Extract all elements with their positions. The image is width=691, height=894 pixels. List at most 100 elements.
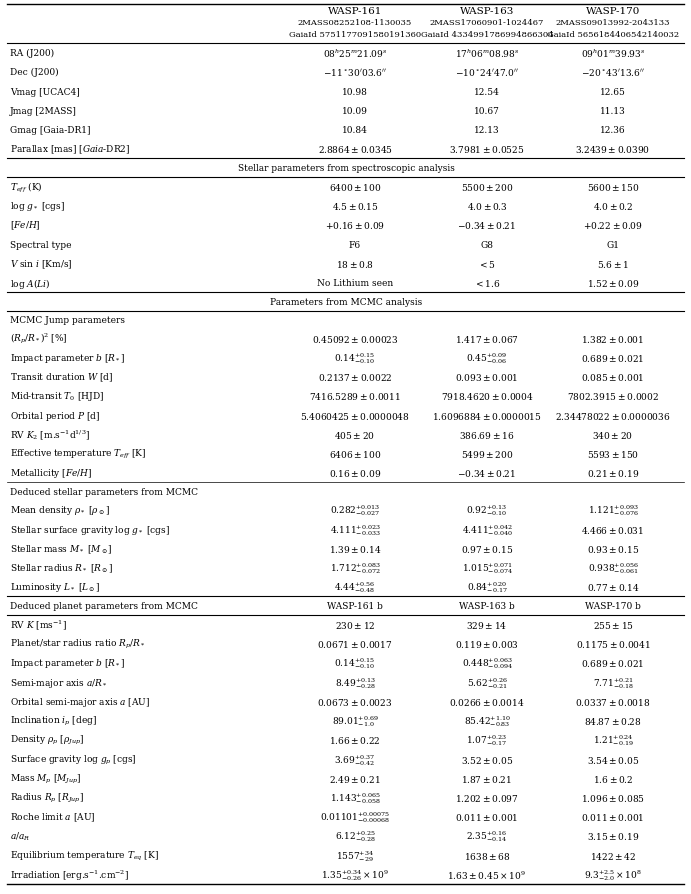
Text: 10.84: 10.84 — [342, 126, 368, 135]
Text: Semi-major axis $a/R_*$: Semi-major axis $a/R_*$ — [10, 676, 107, 689]
Text: Stellar radius $R_*$ [$R_\odot$]: Stellar radius $R_*$ [$R_\odot$] — [10, 561, 113, 574]
Text: $0.01101^{+0.00075}_{-0.00068}$: $0.01101^{+0.00075}_{-0.00068}$ — [320, 809, 390, 824]
Text: $0.689 \pm 0.021$: $0.689 \pm 0.021$ — [581, 658, 645, 669]
Text: $7802.3915 \pm 0.0002$: $7802.3915 \pm 0.0002$ — [567, 391, 659, 402]
Text: G1: G1 — [607, 240, 620, 249]
Text: $85.42^{+1.10}_{-0.83}$: $85.42^{+1.10}_{-0.83}$ — [464, 713, 511, 729]
Text: $08^h25^m21.09^s$: $08^h25^m21.09^s$ — [323, 47, 387, 60]
Text: $0.45092 \pm 0.00023$: $0.45092 \pm 0.00023$ — [312, 333, 398, 344]
Text: $V$ sin $i$ [Km/s]: $V$ sin $i$ [Km/s] — [10, 257, 73, 270]
Text: $405 \pm 20$: $405 \pm 20$ — [334, 429, 375, 441]
Text: 2MASS17060901-1024467: 2MASS17060901-1024467 — [430, 19, 545, 27]
Text: GaiaId 5656184406542140032: GaiaId 5656184406542140032 — [547, 31, 679, 39]
Text: $5.4060425 \pm 0.0000048$: $5.4060425 \pm 0.0000048$ — [300, 410, 410, 421]
Text: $a/a_R$: $a/a_R$ — [10, 830, 30, 842]
Text: 2MASS08252108-1130035: 2MASS08252108-1130035 — [298, 19, 412, 27]
Text: WASP-170 b: WASP-170 b — [585, 602, 641, 611]
Text: Vmag [UCAC4]: Vmag [UCAC4] — [10, 88, 79, 97]
Text: $0.093 \pm 0.001$: $0.093 \pm 0.001$ — [455, 372, 519, 383]
Text: $0.448^{+0.063}_{-0.094}$: $0.448^{+0.063}_{-0.094}$ — [462, 656, 513, 670]
Text: WASP-163: WASP-163 — [460, 6, 514, 15]
Text: Effective temperature $T_{eff}$ [K]: Effective temperature $T_{eff}$ [K] — [10, 448, 146, 460]
Text: Impact parameter $b$ [$R_*$]: Impact parameter $b$ [$R_*$] — [10, 657, 125, 670]
Text: $1.6 \pm 0.2$: $1.6 \pm 0.2$ — [593, 773, 633, 784]
Text: GaiaId 5751177091580191360: GaiaId 5751177091580191360 — [289, 31, 421, 39]
Text: $5593 \pm 150$: $5593 \pm 150$ — [587, 449, 639, 460]
Text: $1.121^{+0.093}_{-0.076}$: $1.121^{+0.093}_{-0.076}$ — [587, 502, 638, 518]
Text: $89.01^{+0.69}_{-1.0}$: $89.01^{+0.69}_{-1.0}$ — [332, 713, 379, 729]
Text: $3.7981 \pm 0.0525$: $3.7981 \pm 0.0525$ — [449, 144, 524, 155]
Text: $4.44^{+0.56}_{-0.48}$: $4.44^{+0.56}_{-0.48}$ — [334, 579, 375, 595]
Text: Density $\rho_p$ [$\rho_{Jup}$]: Density $\rho_p$ [$\rho_{Jup}$] — [10, 733, 84, 746]
Text: $1.015^{+0.071}_{-0.074}$: $1.015^{+0.071}_{-0.074}$ — [462, 561, 513, 576]
Text: $1.39 \pm 0.14$: $1.39 \pm 0.14$ — [329, 544, 381, 554]
Text: Jmag [2MASS]: Jmag [2MASS] — [10, 106, 77, 115]
Text: $0.45^{+0.09}_{-0.06}$: $0.45^{+0.09}_{-0.06}$ — [466, 350, 507, 366]
Text: $1.6096884 \pm 0.0000015$: $1.6096884 \pm 0.0000015$ — [432, 410, 542, 421]
Text: $2.34478022 \pm 0.0000036$: $2.34478022 \pm 0.0000036$ — [556, 410, 671, 421]
Text: $1.21^{+0.24}_{-0.19}$: $1.21^{+0.24}_{-0.19}$ — [593, 732, 634, 747]
Text: $(R_p/R_*)^2$ [%]: $(R_p/R_*)^2$ [%] — [10, 332, 68, 346]
Text: 12.36: 12.36 — [600, 126, 626, 135]
Text: Irradiation [erg.s$^{-1}$.cm$^{-2}$]: Irradiation [erg.s$^{-1}$.cm$^{-2}$] — [10, 867, 129, 881]
Text: F6: F6 — [349, 240, 361, 249]
Text: $0.77 \pm 0.14$: $0.77 \pm 0.14$ — [587, 582, 639, 593]
Text: Equilibrium temperature $T_{eq}$ [K]: Equilibrium temperature $T_{eq}$ [K] — [10, 848, 159, 862]
Text: $1.202 \pm 0.097$: $1.202 \pm 0.097$ — [455, 792, 519, 803]
Text: $0.938^{+0.056}_{-0.061}$: $0.938^{+0.056}_{-0.061}$ — [587, 561, 638, 576]
Text: $340 \pm 20$: $340 \pm 20$ — [592, 429, 634, 441]
Text: 11.13: 11.13 — [600, 106, 626, 115]
Text: $+0.16 \pm 0.09$: $+0.16 \pm 0.09$ — [325, 220, 385, 232]
Text: $1557^{+34}_{-29}$: $1557^{+34}_{-29}$ — [336, 848, 374, 863]
Text: $0.2137 \pm 0.0022$: $0.2137 \pm 0.0022$ — [318, 372, 392, 383]
Text: $-0.34 \pm 0.21$: $-0.34 \pm 0.21$ — [457, 468, 517, 479]
Text: $0.16 \pm 0.09$: $0.16 \pm 0.09$ — [329, 468, 381, 479]
Text: $230 \pm 12$: $230 \pm 12$ — [334, 620, 375, 630]
Text: RV $K_2$ [m.s$^{-1}$d$^{1/3}$]: RV $K_2$ [m.s$^{-1}$d$^{1/3}$] — [10, 428, 90, 442]
Text: $6.12^{+0.25}_{-0.28}$: $6.12^{+0.25}_{-0.28}$ — [334, 829, 375, 843]
Text: Parameters from MCMC analysis: Parameters from MCMC analysis — [270, 298, 422, 307]
Text: 10.09: 10.09 — [342, 106, 368, 115]
Text: Inclination $i_p$ [deg]: Inclination $i_p$ [deg] — [10, 714, 97, 728]
Text: $386.69 \pm 16$: $386.69 \pm 16$ — [460, 429, 515, 441]
Text: $4.0 \pm 0.3$: $4.0 \pm 0.3$ — [466, 201, 507, 212]
Text: Orbital semi-major axis $a$ [AU]: Orbital semi-major axis $a$ [AU] — [10, 696, 150, 708]
Text: 12.13: 12.13 — [474, 126, 500, 135]
Text: $3.69^{+0.37}_{-0.42}$: $3.69^{+0.37}_{-0.42}$ — [334, 752, 375, 767]
Text: Surface gravity log $g_p$ [cgs]: Surface gravity log $g_p$ [cgs] — [10, 753, 137, 766]
Text: $8.49^{+0.13}_{-0.28}$: $8.49^{+0.13}_{-0.28}$ — [334, 675, 375, 690]
Text: $1.52 \pm 0.09$: $1.52 \pm 0.09$ — [587, 278, 639, 289]
Text: $6400 \pm 100$: $6400 \pm 100$ — [329, 181, 381, 193]
Text: No Lithium seen: No Lithium seen — [317, 279, 393, 288]
Text: Mean density $\rho_*$ [$\rho_\odot$]: Mean density $\rho_*$ [$\rho_\odot$] — [10, 504, 110, 517]
Text: Planet/star radius ratio $R_p/R_*$: Planet/star radius ratio $R_p/R_*$ — [10, 637, 146, 651]
Text: $2.35^{+0.16}_{-0.14}$: $2.35^{+0.16}_{-0.14}$ — [466, 829, 508, 843]
Text: $84.87 \pm 0.28$: $84.87 \pm 0.28$ — [584, 715, 642, 726]
Text: log $A(Li)$: log $A(Li)$ — [10, 276, 50, 291]
Text: $5500 \pm 200$: $5500 \pm 200$ — [461, 181, 513, 193]
Text: log $g_*$ [cgs]: log $g_*$ [cgs] — [10, 200, 65, 213]
Text: $1638 \pm 68$: $1638 \pm 68$ — [464, 849, 510, 861]
Text: $5600 \pm 150$: $5600 \pm 150$ — [587, 181, 639, 193]
Text: $0.0673 \pm 0.0023$: $0.0673 \pm 0.0023$ — [317, 696, 392, 707]
Text: Orbital period $P$ [d]: Orbital period $P$ [d] — [10, 409, 100, 422]
Text: WASP-170: WASP-170 — [586, 6, 640, 15]
Text: $-0.34 \pm 0.21$: $-0.34 \pm 0.21$ — [457, 220, 517, 232]
Text: $1.07^{+0.23}_{-0.17}$: $1.07^{+0.23}_{-0.17}$ — [466, 732, 507, 747]
Text: RV $K$ [ms$^{-1}$]: RV $K$ [ms$^{-1}$] — [10, 618, 67, 632]
Text: 2MASS09013992-2043133: 2MASS09013992-2043133 — [556, 19, 670, 27]
Text: $0.93 \pm 0.15$: $0.93 \pm 0.15$ — [587, 544, 639, 554]
Text: $T_{eff}$ (K): $T_{eff}$ (K) — [10, 181, 43, 194]
Text: $1.66 \pm 0.22$: $1.66 \pm 0.22$ — [329, 735, 381, 746]
Text: $9.3^{+2.5}_{-2.0} \times 10^8$: $9.3^{+2.5}_{-2.0} \times 10^8$ — [584, 867, 642, 881]
Text: Mass $M_p$ [$M_{Jup}$]: Mass $M_p$ [$M_{Jup}$] — [10, 772, 82, 785]
Text: $1.87 \pm 0.21$: $1.87 \pm 0.21$ — [462, 773, 513, 784]
Text: $4.5 \pm 0.15$: $4.5 \pm 0.15$ — [332, 201, 379, 212]
Text: 12.65: 12.65 — [600, 88, 626, 97]
Text: G8: G8 — [480, 240, 493, 249]
Text: $0.0671 \pm 0.0017$: $0.0671 \pm 0.0017$ — [317, 638, 392, 650]
Text: $0.011 \pm 0.001$: $0.011 \pm 0.001$ — [581, 812, 645, 822]
Text: WASP-161 b: WASP-161 b — [327, 602, 383, 611]
Text: WASP-163 b: WASP-163 b — [459, 602, 515, 611]
Text: $-11{^\circ}30{'}03.6{''}$: $-11{^\circ}30{'}03.6{''}$ — [323, 67, 387, 79]
